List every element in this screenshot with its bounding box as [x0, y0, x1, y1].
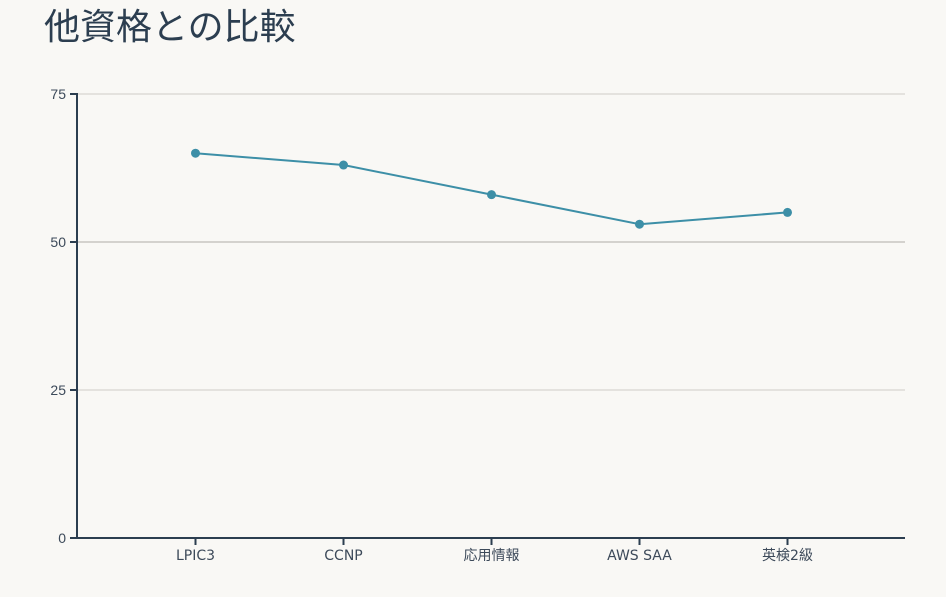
data-point: [191, 148, 200, 158]
y-axis: 0 25 50 75: [50, 86, 78, 546]
y-tick-label: 25: [50, 382, 66, 398]
x-axis: LPIC3 CCNP 応用情報 AWS SAA 英検2級: [76, 537, 905, 564]
y-tick-label: 50: [50, 234, 66, 250]
x-tick-label: 英検2級: [762, 547, 813, 564]
data-point: [783, 207, 792, 217]
gridlines: [77, 93, 905, 391]
data-point: [635, 219, 644, 229]
data-point: [339, 160, 348, 170]
x-tick-label: AWS SAA: [607, 548, 672, 564]
x-tick-label: CCNP: [324, 548, 362, 564]
x-tick-label: 応用情報: [464, 548, 520, 564]
y-tick-label: 0: [58, 530, 66, 546]
chart-title: 他資格との比較: [44, 7, 296, 48]
y-tick-label: 75: [50, 86, 66, 102]
series-layer: [191, 148, 792, 229]
data-point: [487, 190, 496, 200]
series-line: [195, 152, 788, 226]
x-tick-label: LPIC3: [176, 548, 215, 564]
